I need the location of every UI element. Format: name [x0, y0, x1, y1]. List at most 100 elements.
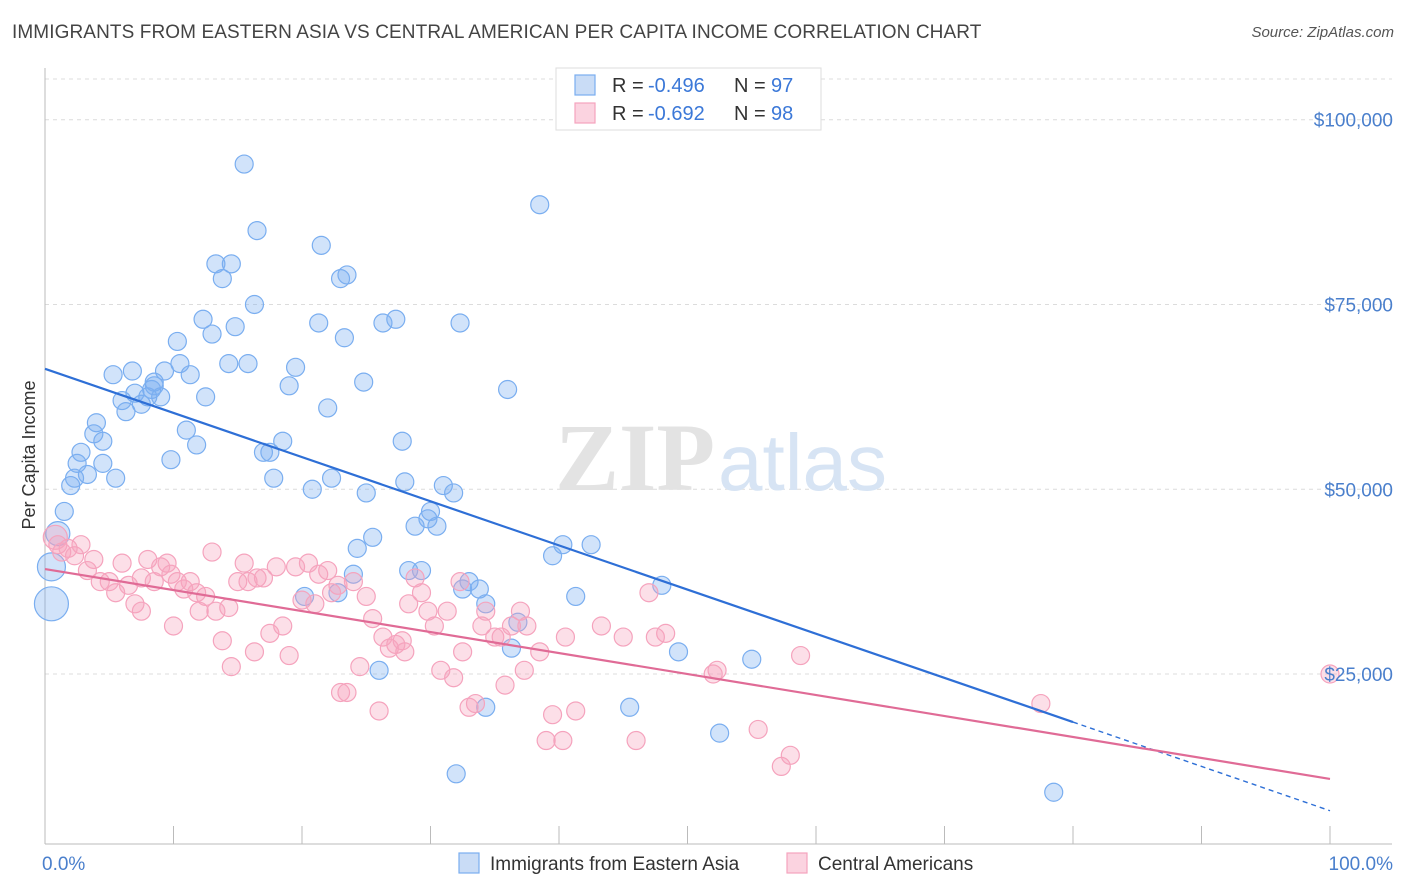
point-central-americans	[495, 675, 515, 695]
source-label: Source: ZipAtlas.com	[1251, 24, 1394, 41]
legend-r-label: R =	[612, 75, 644, 97]
point-eastern-asia	[392, 431, 412, 451]
point-central-americans	[279, 645, 299, 666]
point-eastern-asia	[106, 468, 126, 488]
point-central-americans	[613, 627, 633, 647]
point-eastern-asia	[247, 220, 267, 241]
tick-labels: $25,000 $50,000 $75,000 $100,000 0.0% 100.0%	[42, 111, 1393, 875]
y-tick-label: $75,000	[1324, 295, 1393, 316]
point-eastern-asia	[363, 527, 383, 547]
point-central-americans	[305, 594, 325, 614]
point-eastern-asia	[212, 269, 232, 289]
point-central-americans	[437, 601, 457, 621]
point-eastern-asia	[221, 254, 241, 274]
point-central-americans	[465, 693, 486, 714]
x-tick-label-end: 100.0%	[1329, 854, 1394, 875]
point-central-americans	[180, 572, 200, 592]
point-eastern-asia	[337, 265, 357, 285]
point-central-americans	[591, 616, 612, 636]
legend-n-label: N =	[734, 75, 766, 97]
point-central-americans	[707, 660, 727, 680]
point-central-americans	[453, 642, 473, 662]
point-eastern-asia	[264, 468, 284, 488]
point-eastern-asia	[234, 154, 254, 174]
point-central-americans	[84, 549, 104, 570]
y-tick-label: $25,000	[1324, 665, 1393, 686]
point-eastern-asia	[354, 372, 374, 392]
point-eastern-asia	[347, 538, 367, 558]
point-eastern-asia	[530, 195, 550, 215]
point-eastern-asia	[450, 313, 470, 333]
point-eastern-asia	[176, 420, 196, 440]
point-central-americans	[780, 745, 800, 765]
x-tick-label-start: 0.0%	[42, 854, 85, 875]
point-central-americans	[395, 642, 415, 662]
point-eastern-asia	[476, 594, 496, 614]
point-central-americans	[399, 594, 419, 614]
point-central-americans	[163, 616, 184, 636]
point-eastern-asia	[196, 387, 216, 407]
y-tick-label: $50,000	[1324, 480, 1393, 501]
point-eastern-asia	[395, 472, 415, 492]
point-central-americans	[553, 730, 573, 751]
point-eastern-asia	[742, 649, 762, 669]
legend-r-central-americans: -0.692	[648, 103, 705, 125]
point-eastern-asia	[373, 313, 393, 333]
trend-line-eastern-asia	[44, 367, 1074, 724]
point-eastern-asia	[710, 723, 730, 743]
point-central-americans	[350, 657, 370, 677]
point-central-americans	[566, 701, 586, 721]
legend-n-label: N =	[734, 103, 766, 125]
point-central-americans	[58, 538, 78, 558]
point-eastern-asia	[93, 453, 113, 473]
point-central-americans	[285, 557, 306, 577]
point-central-americans	[253, 568, 274, 588]
point-central-americans	[321, 583, 342, 603]
point-central-americans	[228, 572, 248, 592]
point-eastern-asia	[356, 483, 376, 503]
point-eastern-asia	[309, 313, 329, 333]
point-eastern-asia	[93, 431, 113, 451]
point-central-americans	[266, 557, 286, 577]
legend-top: R = -0.496 N = 97 R = -0.692 N = 98	[555, 67, 822, 131]
point-eastern-asia	[668, 642, 689, 662]
point-eastern-asia	[433, 475, 453, 496]
point-eastern-asia	[411, 560, 432, 581]
point-central-americans	[424, 616, 444, 636]
point-eastern-asia	[161, 450, 181, 470]
point-eastern-asia	[302, 479, 322, 499]
point-central-americans	[292, 590, 312, 610]
point-eastern-asia	[581, 535, 601, 555]
point-central-americans	[244, 642, 265, 662]
bottom-legend-eastern-asia: Immigrants from Eastern Asia	[490, 854, 740, 875]
point-central-americans	[131, 568, 151, 588]
point-central-americans	[212, 631, 232, 651]
point-central-americans	[790, 645, 811, 666]
point-central-americans	[206, 601, 226, 621]
point-eastern-asia	[343, 564, 363, 584]
watermark-zip: ZIP	[555, 404, 715, 511]
legend-r-eastern-asia: -0.496	[648, 75, 705, 97]
trend-lines	[44, 367, 1331, 812]
point-central-americans	[330, 682, 351, 703]
point-central-americans	[318, 560, 338, 581]
point-eastern-asia	[498, 379, 518, 400]
point-eastern-asia	[318, 398, 338, 418]
point-eastern-asia	[116, 402, 136, 422]
point-central-americans	[273, 616, 293, 636]
legend-swatch-eastern-asia	[574, 74, 596, 96]
bottom-legend-swatch-central-americans	[786, 852, 808, 874]
point-central-americans	[444, 668, 464, 688]
watermark: ZIP atlas	[555, 404, 887, 511]
y-axis-label: Per Capita Income	[19, 380, 39, 529]
point-eastern-asia	[444, 483, 464, 503]
point-central-americans	[71, 535, 91, 555]
chart-title: IMMIGRANTS FROM EASTERN ASIA VS CENTRAL …	[12, 22, 982, 43]
axes	[44, 68, 1392, 845]
bottom-legend-central-americans: Central Americans	[818, 854, 973, 875]
point-eastern-asia	[427, 516, 447, 536]
point-central-americans	[501, 616, 522, 636]
point-central-americans	[472, 616, 492, 636]
point-central-americans	[356, 586, 376, 607]
point-central-americans	[131, 601, 151, 621]
